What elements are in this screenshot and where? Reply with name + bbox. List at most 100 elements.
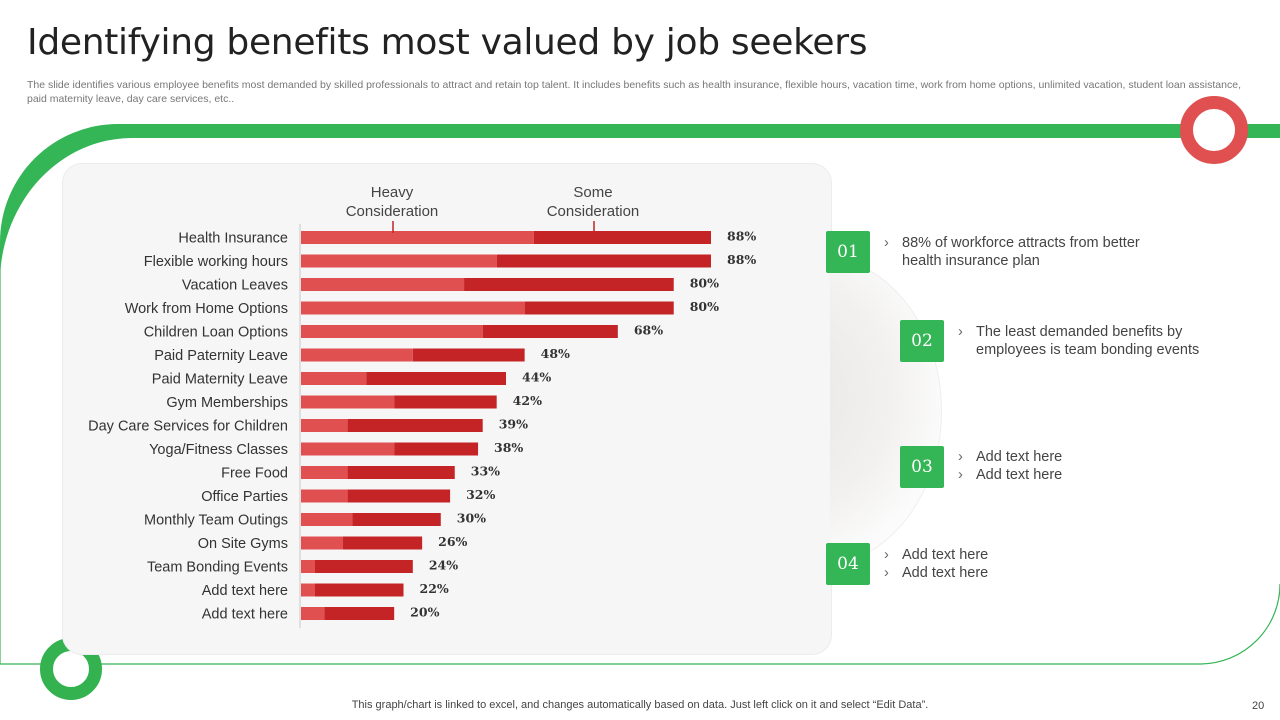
- bar-segment: [394, 442, 479, 456]
- bar-segment: [496, 254, 711, 268]
- total-label: 88%: [727, 229, 756, 244]
- total-label: 44%: [522, 370, 551, 385]
- category-label: Team Bonding Events: [147, 560, 288, 576]
- bar-segment: [482, 325, 618, 338]
- bar-segment: [301, 442, 395, 456]
- category-label: Free Food: [221, 466, 288, 482]
- category-label: Yoga/Fitness Classes: [149, 442, 288, 458]
- chevron-right-icon: ›: [884, 235, 889, 251]
- bar-segment: [301, 278, 465, 291]
- point-number-badge: 02: [900, 320, 944, 362]
- bar-segment: [301, 513, 353, 526]
- point-text-line: employees is team bonding events: [976, 342, 1200, 358]
- page-number: 20: [1252, 700, 1265, 712]
- category-label: Add text here: [202, 583, 288, 599]
- total-label: 80%: [690, 299, 719, 314]
- bar-segment: [314, 583, 404, 597]
- chevron-right-icon: ›: [884, 547, 889, 563]
- category-label: Monthly Team Outings: [144, 513, 288, 529]
- point-number-badge: 04: [826, 543, 870, 585]
- bar-segment: [301, 372, 367, 385]
- category-label: Children Loan Options: [144, 325, 288, 341]
- total-label: 33%: [471, 464, 500, 479]
- category-label: On Site Gyms: [198, 536, 288, 552]
- bar-segment: [301, 560, 315, 573]
- point-text-line: › Add text here: [958, 449, 1063, 465]
- point-text: › 88% of workforce attracts from better he…: [884, 234, 1140, 270]
- point-text: › Add text here › Add text here: [958, 448, 1062, 484]
- category-label: Day Care Services for Children: [88, 419, 288, 435]
- category-label: Paid Paternity Leave: [154, 348, 288, 364]
- point-number-badge: 03: [900, 446, 944, 488]
- bar-segment: [352, 513, 441, 526]
- bar-segment: [524, 301, 674, 315]
- bar-segment: [301, 419, 348, 432]
- category-label: Flexible working hours: [144, 254, 288, 270]
- category-label: Work from Home Options: [125, 301, 288, 317]
- chevron-right-icon: ›: [958, 449, 963, 465]
- bar-segment: [301, 607, 325, 620]
- page-subtitle: The slide identifies various employee be…: [27, 79, 1241, 105]
- point-text-line: › Add text here: [884, 547, 989, 563]
- point-text: › The least demanded benefits by employees…: [958, 323, 1199, 359]
- total-label: 80%: [690, 276, 719, 291]
- bar-segment: [301, 254, 497, 268]
- series-header-label: Heavy: [371, 184, 414, 201]
- bar-segment: [347, 419, 483, 432]
- bar-segment: [301, 536, 343, 550]
- bar-segment: [301, 348, 413, 362]
- page-title: Identifying benefits most valued by job …: [27, 22, 868, 63]
- series-header-label: Consideration: [547, 203, 640, 220]
- total-label: 88%: [727, 252, 756, 267]
- bar-segment: [366, 372, 506, 385]
- category-label: Office Parties: [201, 489, 288, 505]
- bar-segment: [301, 466, 348, 479]
- point-text-line: › Add text here: [884, 565, 989, 581]
- bar-segment: [533, 231, 711, 244]
- bar-segment: [347, 466, 455, 479]
- point-text-line: › 88% of workforce attracts from better: [884, 235, 1140, 251]
- total-label: 42%: [513, 393, 542, 408]
- bar-segment: [342, 536, 423, 550]
- series-header-label: Some: [573, 184, 612, 201]
- point-text: › Add text here › Add text here: [884, 546, 988, 582]
- bar-segment: [301, 325, 483, 338]
- bar-segment: [394, 395, 497, 409]
- bar-segment: [301, 489, 348, 503]
- bar-segment: [464, 278, 674, 291]
- category-label: Health Insurance: [178, 231, 288, 247]
- total-label: 32%: [466, 487, 495, 502]
- point-text-line: › The least demanded benefits by: [958, 324, 1183, 340]
- bar-segment: [301, 301, 525, 315]
- total-label: 26%: [438, 534, 467, 549]
- total-label: 30%: [457, 511, 486, 526]
- total-label: 24%: [429, 558, 458, 573]
- point-text-line: health insurance plan: [902, 253, 1040, 269]
- category-label: Paid Maternity Leave: [152, 372, 288, 388]
- bar-segment: [314, 560, 413, 573]
- total-label: 38%: [494, 440, 523, 455]
- chevron-right-icon: ›: [884, 565, 889, 581]
- point-text-line: › Add text here: [958, 467, 1063, 483]
- chevron-right-icon: ›: [958, 467, 963, 483]
- bar-segment: [324, 607, 395, 620]
- bar-segment: [301, 583, 315, 597]
- category-label: Gym Memberships: [166, 395, 288, 411]
- chevron-right-icon: ›: [958, 324, 963, 340]
- bar-segment: [347, 489, 451, 503]
- bar-segment: [301, 231, 534, 244]
- footer-note: This graph/chart is linked to excel, and…: [351, 699, 929, 711]
- chart-card: [62, 163, 832, 655]
- total-label: 22%: [420, 581, 449, 596]
- point-number-badge: 01: [826, 231, 870, 273]
- total-label: 48%: [541, 346, 570, 361]
- bar-segment: [412, 348, 525, 362]
- category-label: Add text here: [202, 607, 288, 623]
- total-label: 39%: [499, 417, 528, 432]
- category-label: Vacation Leaves: [182, 278, 288, 294]
- series-header-label: Consideration: [346, 203, 439, 220]
- bar-segment: [301, 395, 395, 409]
- total-label: 68%: [634, 323, 663, 338]
- total-label: 20%: [410, 605, 439, 620]
